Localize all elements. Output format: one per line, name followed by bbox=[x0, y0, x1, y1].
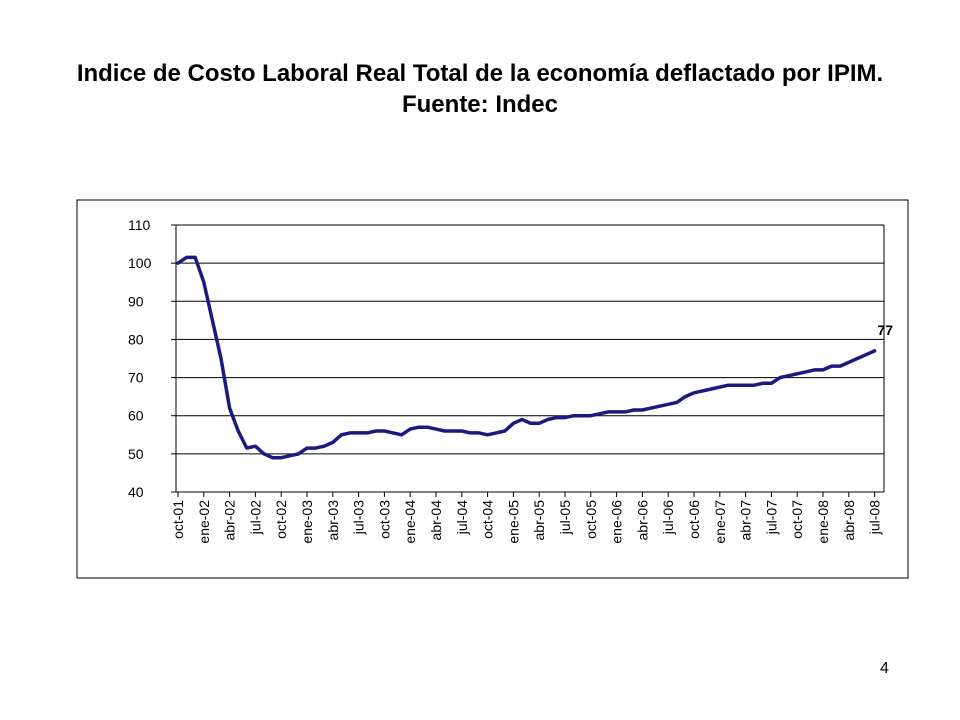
x-tick-label: jul-02 bbox=[247, 500, 263, 535]
x-tick-label: abr-05 bbox=[531, 500, 547, 541]
x-tick-label: jul-03 bbox=[351, 500, 367, 535]
x-tick-label: ene-03 bbox=[299, 500, 315, 544]
y-tick-label: 80 bbox=[128, 331, 144, 347]
x-tick-label: ene-06 bbox=[609, 500, 625, 544]
y-tick-label: 50 bbox=[128, 446, 144, 462]
data-label: 77 bbox=[877, 322, 893, 338]
y-tick-label: 60 bbox=[128, 408, 144, 424]
y-tick-label: 70 bbox=[128, 370, 144, 386]
y-tick-label: 110 bbox=[128, 217, 151, 233]
x-tick-labels: oct-01 ene-02 abr-02 jul-02 oct-02 ene-03 abr-… bbox=[170, 500, 883, 544]
series-line bbox=[176, 255, 877, 460]
x-tick-label: abr-06 bbox=[634, 500, 650, 541]
x-tick-label: jul-06 bbox=[660, 500, 676, 535]
x-tick-label: oct-02 bbox=[273, 500, 289, 539]
x-tick-label: jul-07 bbox=[763, 500, 779, 535]
x-tick-label: oct-05 bbox=[583, 500, 599, 539]
series-layer bbox=[176, 255, 877, 460]
x-tick-label: jul-04 bbox=[454, 500, 470, 535]
x-tick-label: abr-03 bbox=[325, 500, 341, 541]
y-tick-label: 90 bbox=[128, 293, 144, 309]
page-number: 4 bbox=[880, 660, 889, 677]
x-tick-label: abr-07 bbox=[738, 500, 754, 541]
x-tick-label: abr-02 bbox=[222, 500, 238, 541]
x-tick-label: oct-03 bbox=[376, 500, 392, 539]
y-tick-label: 100 bbox=[128, 255, 152, 271]
y-tick-labels: 40 50 60 70 80 90 100 110 bbox=[128, 217, 152, 500]
x-tick-label: jul-05 bbox=[557, 500, 573, 535]
x-tick-label: ene-07 bbox=[712, 500, 728, 544]
x-tick-label: oct-06 bbox=[686, 500, 702, 539]
annotation-layer: 77 bbox=[877, 322, 893, 338]
x-tick-label: abr-08 bbox=[841, 500, 857, 541]
x-tick-label: ene-08 bbox=[815, 500, 831, 544]
x-tick-label: oct-01 bbox=[170, 500, 186, 539]
x-tick-label: ene-05 bbox=[505, 500, 521, 544]
axes bbox=[171, 224, 885, 497]
x-tick-label: ene-04 bbox=[402, 500, 418, 544]
x-tick-label: oct-04 bbox=[480, 500, 496, 539]
x-tick-label: ene-02 bbox=[196, 500, 212, 544]
x-tick-label: oct-07 bbox=[789, 500, 805, 539]
slide-title: Indice de Costo Laboral Real Total de la… bbox=[76, 60, 884, 118]
x-tick-label: abr-04 bbox=[428, 500, 444, 541]
y-tick-label: 40 bbox=[128, 484, 144, 500]
x-tick-label: jul-08 bbox=[867, 500, 883, 535]
